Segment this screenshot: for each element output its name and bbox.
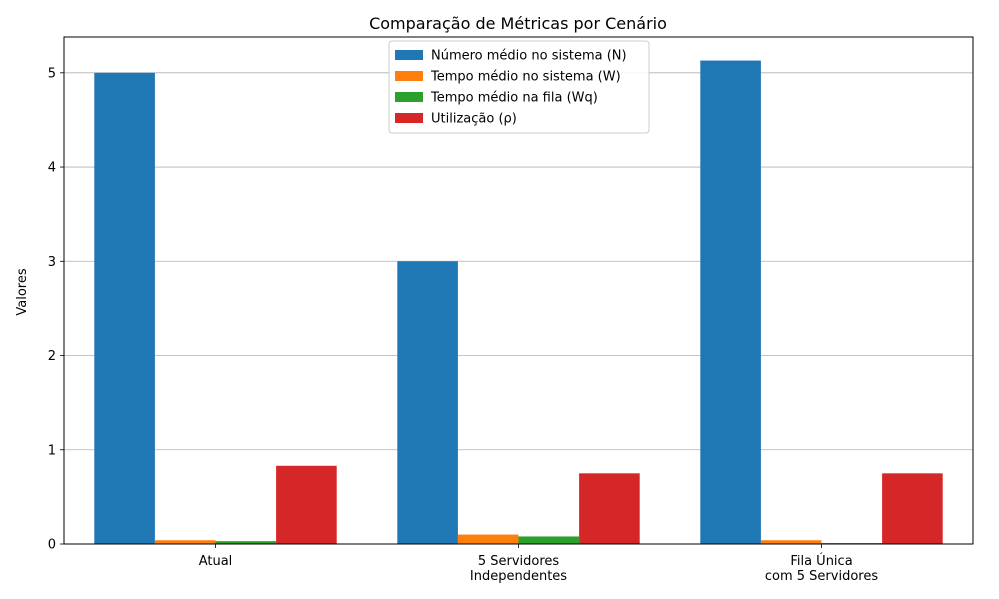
y-tick-label: 5 <box>48 66 56 81</box>
bar <box>276 465 337 544</box>
legend-swatch <box>395 92 423 102</box>
bar <box>94 72 155 544</box>
x-tick-label: com 5 Servidores <box>765 569 878 584</box>
bar <box>154 540 216 544</box>
legend: Número médio no sistema (N) Tempo médio n… <box>388 40 650 134</box>
y-tick-label: 4 <box>48 161 56 176</box>
y-tick-label: 0 <box>48 538 56 553</box>
legend-swatch <box>395 50 423 60</box>
bar <box>760 540 822 544</box>
legend-label: Número médio no sistema (N) <box>431 49 627 64</box>
y-tick-label: 1 <box>48 443 56 458</box>
x-tick-label: Independentes <box>470 569 567 584</box>
bar <box>579 473 640 544</box>
bars <box>94 60 943 544</box>
legend-label: Tempo médio no sistema (W) <box>430 70 621 85</box>
bar <box>397 261 458 544</box>
y-tick-label: 3 <box>48 255 56 270</box>
legend-label: Tempo médio na fila (Wq) <box>430 91 598 106</box>
legend-swatch <box>395 113 423 123</box>
bar <box>518 536 580 544</box>
legend-box <box>388 40 650 134</box>
bar <box>215 541 277 544</box>
bar <box>457 534 519 544</box>
y-tick-label: 2 <box>48 349 56 364</box>
bar <box>700 60 761 544</box>
x-tick-label: 5 Servidores <box>478 554 560 569</box>
x-tick-label: Fila Única <box>790 553 852 569</box>
bar <box>882 473 943 544</box>
y-axis-label: Valores <box>15 268 30 315</box>
chart-title: Comparação de Métricas por Cenário <box>369 14 667 33</box>
legend-swatch <box>395 71 423 81</box>
x-tick-label: Atual <box>199 554 233 569</box>
legend-label: Utilização (ρ) <box>431 112 517 127</box>
